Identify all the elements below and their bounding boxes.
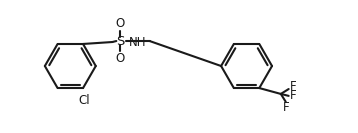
Text: Cl: Cl [78,94,90,107]
Text: F: F [290,80,297,93]
Text: O: O [116,52,125,65]
Text: NH: NH [129,36,147,49]
Text: O: O [116,17,125,30]
Text: F: F [290,89,297,102]
Text: S: S [116,35,125,47]
Text: F: F [282,101,289,114]
